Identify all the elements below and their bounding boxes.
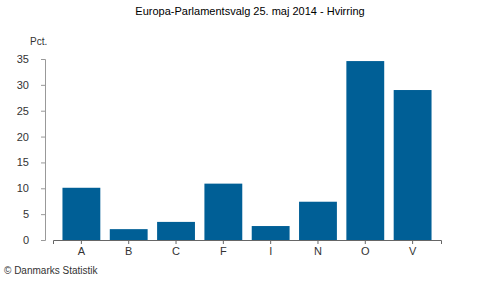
x-axis: ABCFINOV [54, 240, 442, 257]
y-tick-mark [41, 59, 45, 60]
y-tick-label: 30 [17, 79, 29, 91]
x-tick: O [361, 240, 370, 257]
bar [252, 226, 290, 240]
x-tick-mark [412, 240, 413, 244]
x-tick-label: V [409, 245, 417, 257]
x-tick: I [269, 240, 272, 257]
y-tick: 15 [17, 156, 45, 168]
x-tick-mark [81, 240, 82, 244]
x-tick-mark [317, 240, 318, 244]
x-axis-line [54, 241, 442, 245]
y-tick-label: 25 [17, 105, 29, 117]
y-tick-mark [41, 111, 45, 112]
y-tick-label: 5 [23, 208, 29, 220]
y-axis-line [41, 60, 46, 241]
x-tick-mark [365, 240, 366, 244]
x-tick: B [125, 240, 132, 257]
y-tick-mark [41, 137, 45, 138]
title: Europa-Parlamentsvalg 25. maj 2014 - Hvi… [135, 5, 364, 17]
bar [204, 184, 242, 240]
x-tick: N [314, 240, 322, 257]
y-tick: 25 [17, 105, 45, 117]
y-axis-title: Pct. [30, 36, 47, 47]
x-tick-label: I [269, 245, 272, 257]
plot: A B C F I N O V 0 5 10 15 20 25 30 35 [17, 53, 442, 257]
bar [157, 222, 195, 240]
x-tick: V [409, 240, 417, 257]
bars [62, 61, 431, 240]
bar [299, 202, 337, 240]
y-tick-mark [41, 162, 45, 163]
x-tick-label: B [125, 245, 132, 257]
y-tick-mark [41, 214, 45, 215]
y-tick: 10 [17, 182, 45, 194]
x-tick-label: C [172, 245, 180, 257]
bar [394, 90, 432, 240]
y-tick-label: 0 [23, 234, 29, 246]
y-tick-label: 35 [17, 53, 29, 65]
x-tick-label: A [78, 245, 86, 257]
y-tick-label: 10 [17, 182, 29, 194]
x-tick: F [220, 240, 227, 257]
x-tick-mark [128, 240, 129, 244]
y-tick: 20 [17, 131, 45, 143]
y-axis: 0 5 10 15 20 25 30 35 [17, 53, 46, 246]
y-tick-label: 15 [17, 156, 29, 168]
y-tick: 35 [17, 53, 45, 65]
y-tick-mark [41, 188, 45, 189]
y-tick-mark [41, 240, 45, 241]
x-tick-mark [270, 240, 271, 244]
x-tick-label: N [314, 245, 322, 257]
x-tick-label: O [361, 245, 370, 257]
bar [62, 188, 100, 240]
bar [110, 229, 148, 240]
y-tick: 0 [23, 234, 45, 246]
bar [346, 61, 384, 240]
x-tick-label: F [220, 245, 227, 257]
y-tick-label: 20 [17, 131, 29, 143]
source: © Danmarks Statistik [4, 265, 99, 276]
x-tick: A [78, 240, 86, 257]
x-tick: C [172, 240, 180, 257]
x-tick-mark [223, 240, 224, 244]
x-tick-mark [176, 240, 177, 244]
y-tick: 5 [23, 208, 45, 220]
chart: A B C F I N O V 0 5 10 15 20 25 30 35 Europa-Parlamentsv… [0, 0, 500, 282]
y-tick: 30 [17, 79, 45, 91]
y-tick-mark [41, 85, 45, 86]
